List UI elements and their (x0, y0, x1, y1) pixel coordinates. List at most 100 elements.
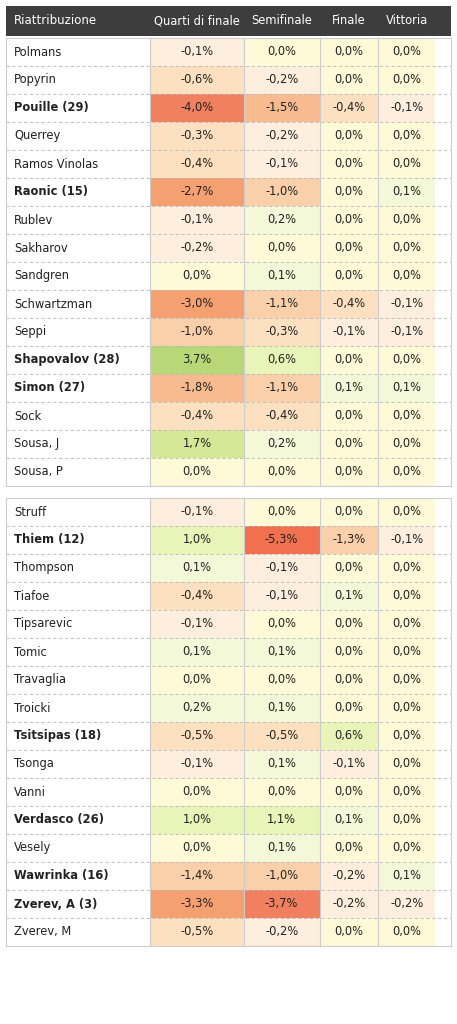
Text: 0,0%: 0,0% (267, 466, 296, 478)
Bar (150, 582, 244, 610)
Text: Querrey: Querrey (14, 129, 60, 142)
Text: -0,4%: -0,4% (181, 410, 213, 423)
Text: Raonic (15): Raonic (15) (14, 185, 88, 199)
Bar (150, 722, 244, 750)
Text: Struff: Struff (14, 506, 46, 518)
Bar (6, 290, 150, 318)
Text: 0,0%: 0,0% (335, 129, 363, 142)
Bar (150, 498, 244, 526)
Bar (320, 806, 378, 834)
Bar (150, 94, 244, 122)
Bar (320, 66, 378, 94)
Bar (6, 38, 451, 486)
Bar (6, 122, 150, 150)
Bar (320, 526, 378, 554)
Text: -0,4%: -0,4% (332, 101, 366, 115)
Text: 0,0%: 0,0% (335, 674, 363, 686)
Text: 0,0%: 0,0% (392, 45, 421, 58)
Bar (6, 862, 150, 890)
Text: 0,1%: 0,1% (335, 590, 363, 602)
Bar (6, 498, 150, 526)
Text: 0,0%: 0,0% (182, 842, 212, 854)
Text: 0,1%: 0,1% (182, 645, 212, 658)
Text: 0,6%: 0,6% (267, 353, 296, 367)
Text: 0,0%: 0,0% (392, 617, 421, 631)
Text: 0,1%: 0,1% (392, 869, 421, 883)
Bar (150, 290, 244, 318)
Bar (150, 918, 244, 946)
Bar (150, 66, 244, 94)
Text: Sock: Sock (14, 410, 41, 423)
Bar (150, 346, 244, 374)
Text: -1,3%: -1,3% (332, 534, 366, 547)
Bar (378, 206, 436, 234)
Text: -1,1%: -1,1% (265, 298, 298, 310)
Bar (244, 318, 320, 346)
Bar (150, 862, 244, 890)
Text: 0,0%: 0,0% (392, 701, 421, 715)
Text: 0,0%: 0,0% (267, 506, 296, 518)
Bar (320, 150, 378, 178)
Bar (6, 206, 150, 234)
Bar (244, 918, 320, 946)
Bar (320, 778, 378, 806)
Bar (150, 262, 244, 290)
Text: -0,1%: -0,1% (390, 298, 423, 310)
Bar (244, 150, 320, 178)
Bar (378, 694, 436, 722)
Bar (150, 430, 244, 458)
Bar (244, 234, 320, 262)
Text: Sousa, P: Sousa, P (14, 466, 63, 478)
Bar (244, 262, 320, 290)
Bar (378, 290, 436, 318)
Text: Travaglia: Travaglia (14, 674, 66, 686)
Bar (378, 458, 436, 486)
Bar (320, 918, 378, 946)
Text: Popyrin: Popyrin (14, 74, 57, 86)
Bar (378, 834, 436, 862)
Bar (320, 750, 378, 778)
Bar (244, 610, 320, 638)
Bar (320, 318, 378, 346)
Bar (320, 890, 378, 918)
Bar (320, 234, 378, 262)
Bar (6, 178, 150, 206)
Text: -1,0%: -1,0% (265, 869, 298, 883)
Bar (378, 610, 436, 638)
Text: Thiem (12): Thiem (12) (14, 534, 85, 547)
Bar (244, 694, 320, 722)
Text: 0,1%: 0,1% (267, 645, 296, 658)
Text: -0,6%: -0,6% (181, 74, 213, 86)
Text: -0,1%: -0,1% (181, 617, 213, 631)
Bar (244, 94, 320, 122)
Bar (6, 38, 150, 66)
Text: Finale: Finale (332, 14, 366, 28)
Bar (378, 890, 436, 918)
Text: 0,0%: 0,0% (335, 45, 363, 58)
Bar (244, 834, 320, 862)
Text: 0,0%: 0,0% (392, 158, 421, 171)
Bar (6, 346, 150, 374)
Bar (378, 150, 436, 178)
Text: 0,0%: 0,0% (335, 410, 363, 423)
Bar (244, 178, 320, 206)
Text: 0,0%: 0,0% (392, 590, 421, 602)
Bar (244, 722, 320, 750)
Bar (378, 862, 436, 890)
Text: 0,0%: 0,0% (335, 617, 363, 631)
Text: Polmans: Polmans (14, 45, 62, 58)
Bar (150, 38, 244, 66)
Text: Simon (27): Simon (27) (14, 382, 85, 394)
Text: 0,2%: 0,2% (182, 701, 212, 715)
Text: Vesely: Vesely (14, 842, 51, 854)
Text: 0,0%: 0,0% (392, 645, 421, 658)
Bar (320, 638, 378, 666)
Text: -0,2%: -0,2% (332, 897, 366, 910)
Bar (320, 262, 378, 290)
Bar (150, 694, 244, 722)
Bar (6, 458, 150, 486)
Text: 0,0%: 0,0% (392, 729, 421, 742)
Text: 0,0%: 0,0% (267, 617, 296, 631)
Text: -0,3%: -0,3% (265, 326, 298, 339)
Bar (320, 498, 378, 526)
